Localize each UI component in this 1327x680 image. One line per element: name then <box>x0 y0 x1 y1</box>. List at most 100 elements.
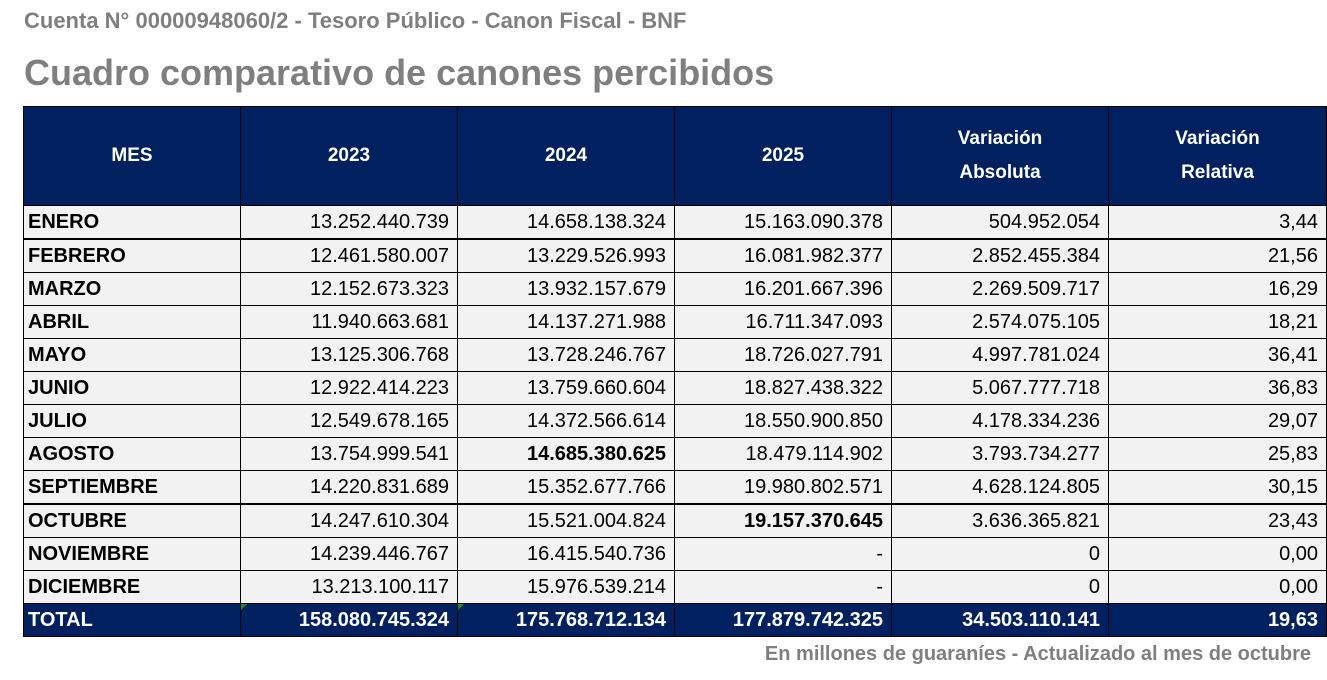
cell-variacion-absoluta: 2.269.509.717 <box>891 272 1109 306</box>
cell-month: NOVIEMBRE <box>23 537 241 571</box>
cell-value-2024: 13.759.660.604 <box>457 371 675 405</box>
cell-value-2023: 12.922.414.223 <box>240 371 458 405</box>
cell-value-2025: 18.550.900.850 <box>674 404 892 438</box>
cell-month: ENERO <box>23 205 241 240</box>
cell-value-2023: 13.125.306.768 <box>240 338 458 372</box>
cell-variacion-absoluta: 0 <box>891 570 1109 604</box>
cell-month: AGOSTO <box>23 437 241 471</box>
cell-value-2024: 15.976.539.214 <box>457 570 675 604</box>
table-row: MARZO 12.152.673.323 13.932.157.679 16.201.… <box>23 272 1327 306</box>
table-row: JUNIO 12.922.414.223 13.759.660.604 18.827.… <box>23 371 1327 405</box>
cell-value-2023: 14.220.831.689 <box>240 470 458 505</box>
table-row: DICIEMBRE 13.213.100.117 15.976.539.214-0 0… <box>23 570 1327 604</box>
cell-month: TOTAL <box>23 603 241 637</box>
cell-note-indicator-icon <box>241 604 247 610</box>
cell-value-2024: 14.658.138.324 <box>457 205 675 240</box>
cell-value-2023: 12.549.678.165 <box>240 404 458 438</box>
cell-value-2024: 15.352.677.766 <box>457 470 675 505</box>
table-row: FEBRERO 12.461.580.007 13.229.526.993 16.08… <box>23 238 1327 273</box>
cell-variacion-relativa: 19,63 <box>1108 603 1327 637</box>
cell-value-2023: 13.213.100.117 <box>240 570 458 604</box>
cell-month: MARZO <box>23 272 241 306</box>
cell-variacion-relativa: 30,15 <box>1108 470 1327 505</box>
cell-value-2024: 16.415.540.736 <box>457 537 675 571</box>
cell-value-2025: 19.157.370.645 <box>674 503 892 538</box>
cell-variacion-absoluta: 5.067.777.718 <box>891 371 1109 405</box>
table-row: SEPTIEMBRE 14.220.831.689 15.352.677.766 19… <box>23 470 1327 505</box>
total-row: TOTAL 158.080.745.324 175.768.712.134 177.8… <box>23 603 1327 637</box>
cell-value-2023: 11.940.663.681 <box>240 305 458 339</box>
cell-value-2024: 13.932.157.679 <box>457 272 675 306</box>
account-subtitle: Cuenta N° 00000948060/2 - Tesoro Público… <box>24 8 687 33</box>
cell-value-2024: 13.728.246.767 <box>457 338 675 372</box>
cell-value-2024: 14.372.566.614 <box>457 404 675 438</box>
cell-variacion-relativa: 29,07 <box>1108 404 1327 438</box>
cell-value-2024: 14.685.380.625 <box>457 437 675 471</box>
cell-value-2024: 175.768.712.134 <box>457 603 675 637</box>
cell-variacion-absoluta: 4.178.334.236 <box>891 404 1109 438</box>
header-2024: 2024 <box>457 106 675 206</box>
cell-value-2023: 14.247.610.304 <box>240 503 458 538</box>
table-row: JULIO 12.549.678.165 14.372.566.614 18.550.… <box>23 404 1327 438</box>
cell-value-2025: 15.163.090.378 <box>674 205 892 240</box>
header-2023: 2023 <box>240 106 458 206</box>
cell-variacion-absoluta: 4.628.124.805 <box>891 470 1109 505</box>
cell-variacion-relativa: 23,43 <box>1108 503 1327 538</box>
footnote: En millones de guaraníes - Actualizado a… <box>764 643 1311 665</box>
cell-month: OCTUBRE <box>23 503 241 538</box>
header-label: Variación Absoluta <box>957 128 1043 183</box>
cell-month: ABRIL <box>23 305 241 339</box>
cell-variacion-relativa: 0,00 <box>1108 570 1327 604</box>
cell-value-2025: 19.980.802.571 <box>674 470 892 505</box>
cell-value-2025: 177.879.742.325 <box>674 603 892 637</box>
cell-variacion-relativa: 21,56 <box>1108 238 1327 273</box>
cell-variacion-absoluta: 34.503.110.141 <box>891 603 1109 637</box>
cell-month: JULIO <box>23 404 241 438</box>
cell-variacion-relativa: 36,83 <box>1108 371 1327 405</box>
cell-month: MAYO <box>23 338 241 372</box>
table-header-row: MES 2023 2024 2025 Variación Absoluta Va… <box>23 106 1327 206</box>
cell-variacion-relativa: 25,83 <box>1108 437 1327 471</box>
cell-value-2025: 18.827.438.322 <box>674 371 892 405</box>
cell-variacion-relativa: 36,41 <box>1108 338 1327 372</box>
cell-month: SEPTIEMBRE <box>23 470 241 505</box>
table-row: MAYO 13.125.306.768 13.728.246.767 18.726.0… <box>23 338 1327 372</box>
cell-value-2023: 12.152.673.323 <box>240 272 458 306</box>
cell-value-2025: 18.726.027.791 <box>674 338 892 372</box>
cell-value-2023: 13.252.440.739 <box>240 205 458 240</box>
cell-value-2023: 13.754.999.541 <box>240 437 458 471</box>
cell-value-2025: - <box>674 537 892 571</box>
cell-variacion-relativa: 18,21 <box>1108 305 1327 339</box>
header-variacion-absoluta: Variación Absoluta <box>891 106 1109 206</box>
cell-value-2023: 158.080.745.324 <box>240 603 458 637</box>
cell-value-2023: 12.461.580.007 <box>240 238 458 273</box>
cell-value-2025: 16.081.982.377 <box>674 238 892 273</box>
cell-value-2025: 16.201.667.396 <box>674 272 892 306</box>
comparison-table: MES 2023 2024 2025 Variación Absoluta Va… <box>23 106 1327 637</box>
cell-variacion-relativa: 3,44 <box>1108 205 1327 240</box>
cell-variacion-absoluta: 3.793.734.277 <box>891 437 1109 471</box>
cell-month: JUNIO <box>23 371 241 405</box>
cell-month: FEBRERO <box>23 238 241 273</box>
cell-value-2024: 13.229.526.993 <box>457 238 675 273</box>
cell-value-2024: 15.521.004.824 <box>457 503 675 538</box>
cell-value-2025: 16.711.347.093 <box>674 305 892 339</box>
cell-variacion-absoluta: 2.574.075.105 <box>891 305 1109 339</box>
cell-variacion-absoluta: 4.997.781.024 <box>891 338 1109 372</box>
header-2025: 2025 <box>674 106 892 206</box>
header-mes: MES <box>23 106 241 206</box>
cell-variacion-absoluta: 2.852.455.384 <box>891 238 1109 273</box>
cell-value-2023: 14.239.446.767 <box>240 537 458 571</box>
cell-variacion-relativa: 0,00 <box>1108 537 1327 571</box>
table-row: AGOSTO 13.754.999.541 14.685.380.625 18.479… <box>23 437 1327 471</box>
cell-month: DICIEMBRE <box>23 570 241 604</box>
cell-note-indicator-icon <box>458 604 464 610</box>
header-label: Variación Relativa <box>1175 128 1260 183</box>
table-row: OCTUBRE 14.247.610.304 15.521.004.824 19.15… <box>23 503 1327 538</box>
cell-variacion-absoluta: 0 <box>891 537 1109 571</box>
header-variacion-relativa: Variación Relativa <box>1108 106 1327 206</box>
cell-variacion-absoluta: 3.636.365.821 <box>891 503 1109 538</box>
cell-variacion-relativa: 16,29 <box>1108 272 1327 306</box>
page-title: Cuadro comparativo de canones percibidos <box>24 52 775 93</box>
table-body: ENERO 13.252.440.739 14.658.138.324 15.163.… <box>23 205 1327 637</box>
